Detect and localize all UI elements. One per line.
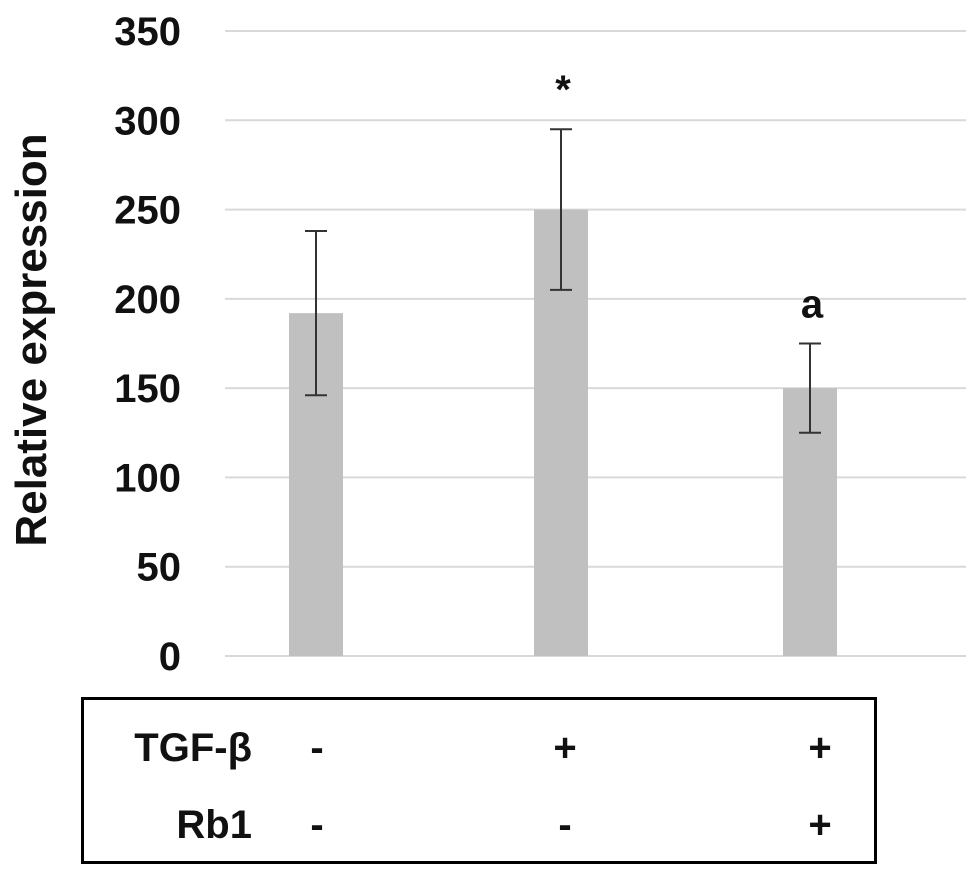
y-tick-labels: 0 50 100 150 200 250 300 350 — [114, 10, 181, 679]
y-tick-label: 250 — [114, 189, 181, 233]
tgf-beta-value-2: + — [553, 726, 577, 770]
y-tick-label: 300 — [114, 99, 181, 143]
significance-annotation: a — [801, 283, 824, 327]
bars — [289, 209, 837, 657]
gridlines — [225, 30, 966, 657]
y-tick-label: 350 — [114, 10, 181, 54]
significance-annotation: * — [555, 68, 571, 112]
condition-label-tgf-beta: TGF-β — [134, 726, 252, 770]
rb1-value-2: - — [558, 803, 572, 847]
y-tick-label: 100 — [114, 456, 181, 500]
y-axis-title: Relative expression — [7, 133, 56, 546]
treatment-conditions-table: TGF-β - + + Rb1 - - + — [81, 697, 877, 864]
y-tick-label: 150 — [114, 367, 181, 411]
rb1-value-1: - — [310, 803, 324, 847]
y-tick-label: 50 — [137, 546, 182, 590]
condition-label-rb1: Rb1 — [176, 803, 252, 847]
tgf-beta-value-1: - — [310, 726, 324, 770]
y-tick-label: 200 — [114, 278, 181, 322]
tgf-beta-value-3: + — [808, 726, 832, 770]
y-tick-label: 0 — [159, 635, 181, 679]
annotations: *a — [555, 68, 824, 326]
error-bars — [305, 128, 821, 434]
rb1-value-3: + — [808, 803, 832, 847]
